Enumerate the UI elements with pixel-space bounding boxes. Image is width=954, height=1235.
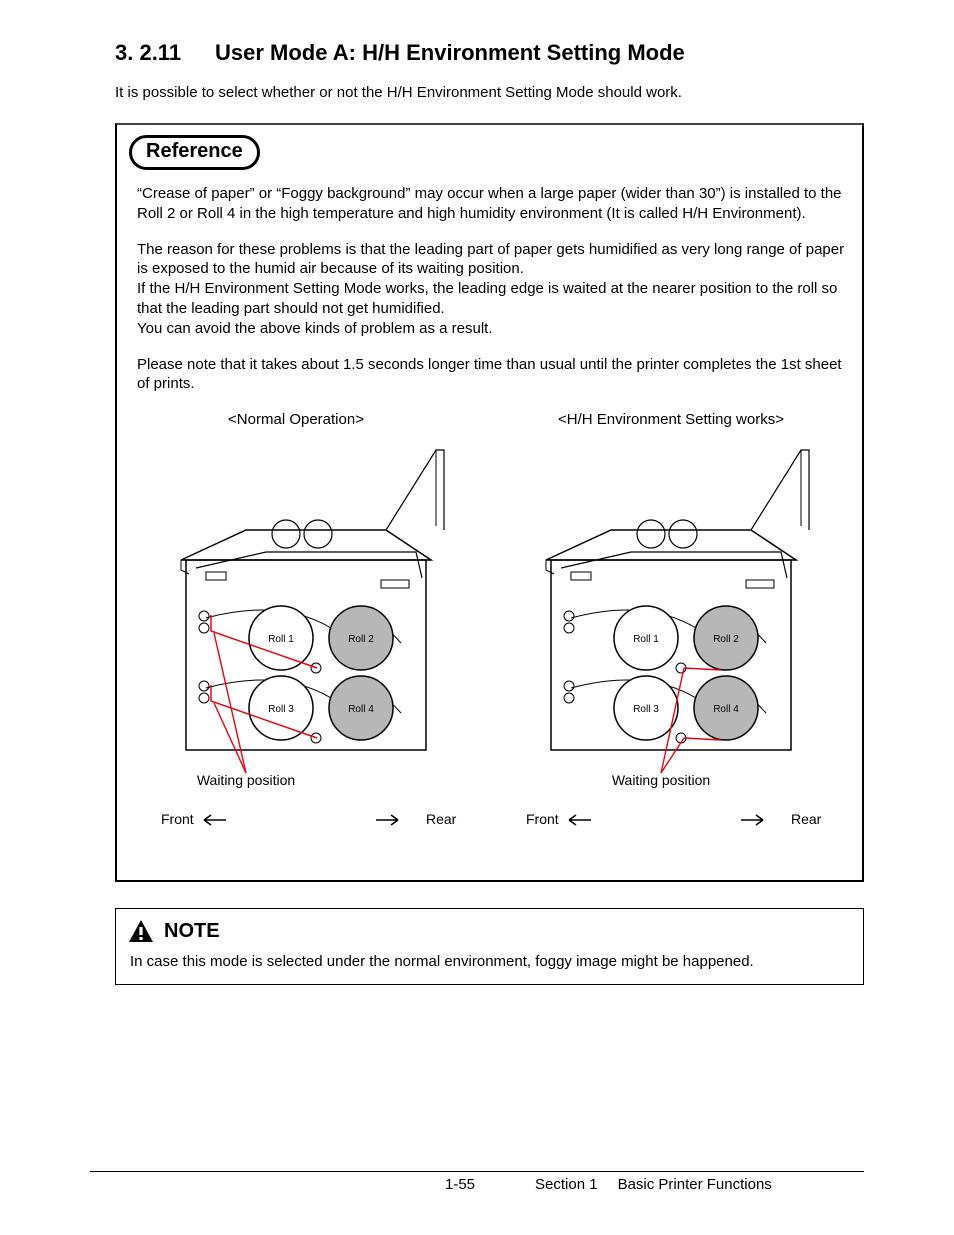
svg-text:Roll 1: Roll 1 xyxy=(633,634,659,645)
note-box: NOTE In case this mode is selected under… xyxy=(115,908,864,985)
note-heading: NOTE xyxy=(128,919,851,943)
svg-text:<H/H Environment Setting works: <H/H Environment Setting works> xyxy=(558,411,784,428)
svg-text:Rear: Rear xyxy=(426,811,457,827)
heading-text: User Mode A: H/H Environment Setting Mod… xyxy=(215,40,685,66)
footer-section: Section 1 xyxy=(535,1176,598,1193)
reference-p3: Please note that it takes about 1.5 seco… xyxy=(137,355,848,395)
svg-text:Roll 2: Roll 2 xyxy=(348,634,374,645)
note-title: NOTE xyxy=(164,920,220,943)
intro-paragraph: It is possible to select whether or not … xyxy=(115,84,864,101)
reference-badge: Reference xyxy=(129,135,260,170)
svg-text:<Normal Operation>: <Normal Operation> xyxy=(228,411,364,428)
warning-icon xyxy=(128,919,154,943)
svg-text:Front: Front xyxy=(161,811,194,827)
svg-text:Roll 4: Roll 4 xyxy=(348,704,374,715)
footer-page-number: 1-55 xyxy=(445,1176,475,1193)
section-heading: 3. 2.11 User Mode A: H/H Environment Set… xyxy=(115,40,864,66)
svg-text:Roll 3: Roll 3 xyxy=(268,704,294,715)
reference-box: Reference “Crease of paper” or “Foggy ba… xyxy=(115,123,864,882)
reference-p1: “Crease of paper” or “Foggy background” … xyxy=(137,184,848,224)
diagram-container: <Normal Operation> Roll 1 Roll 2 Roll 3 Roll… xyxy=(131,410,848,860)
svg-text:Roll 1: Roll 1 xyxy=(268,634,294,645)
svg-text:Roll 4: Roll 4 xyxy=(713,704,739,715)
svg-text:Front: Front xyxy=(526,811,559,827)
svg-text:Rear: Rear xyxy=(791,811,822,827)
page-footer: 1-55 Section 1 Basic Printer Functions xyxy=(90,1171,864,1193)
note-body: In case this mode is selected under the … xyxy=(130,953,851,970)
svg-text:Waiting position: Waiting position xyxy=(612,772,710,788)
svg-text:Roll 3: Roll 3 xyxy=(633,704,659,715)
reference-p2: The reason for these problems is that th… xyxy=(137,240,848,339)
footer-title: Basic Printer Functions xyxy=(618,1176,772,1193)
document-page: 3. 2.11 User Mode A: H/H Environment Set… xyxy=(0,0,954,1235)
reference-body: “Crease of paper” or “Foggy background” … xyxy=(131,184,848,394)
svg-text:Roll 2: Roll 2 xyxy=(713,634,739,645)
diagram-svg: <Normal Operation> Roll 1 Roll 2 Roll 3 Roll… xyxy=(131,410,851,840)
svg-text:Waiting position: Waiting position xyxy=(197,772,295,788)
heading-number: 3. 2.11 xyxy=(115,40,215,66)
